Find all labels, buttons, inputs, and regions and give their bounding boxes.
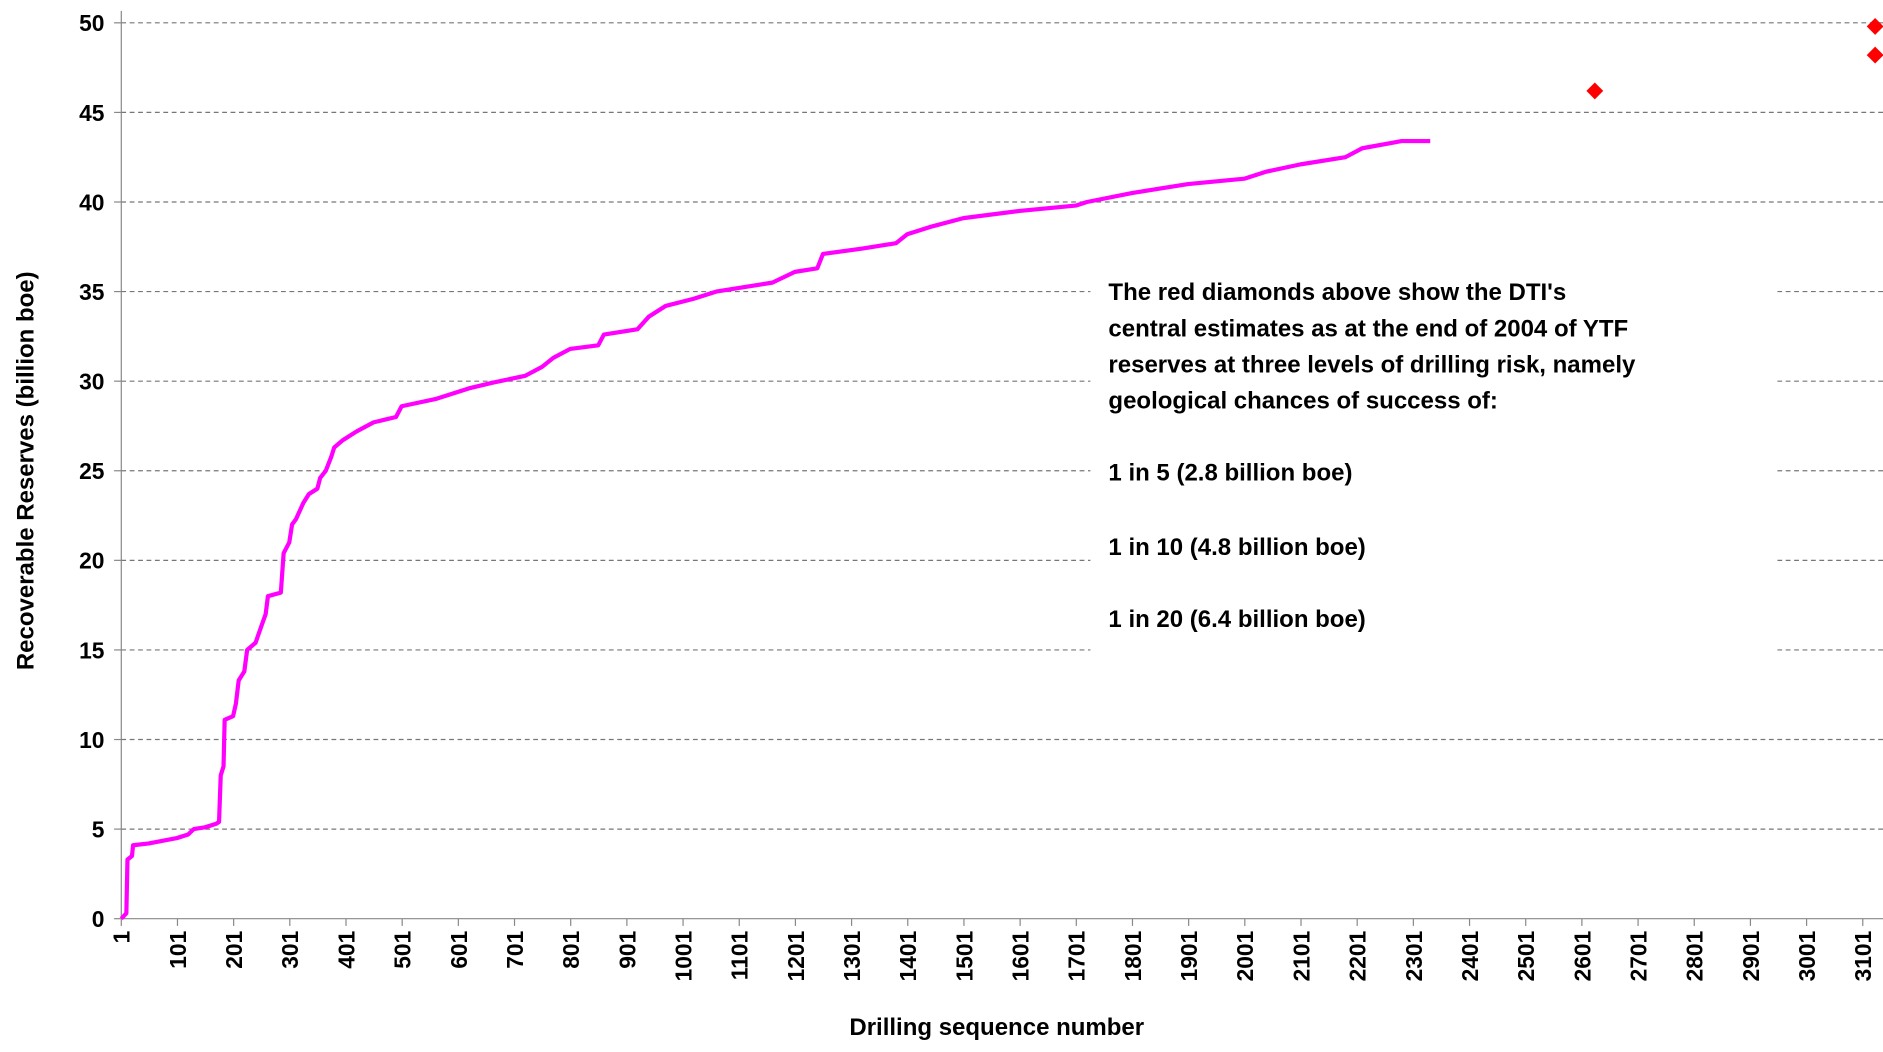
x-tick-label: 1101 [727,930,753,980]
diamond-marker [1866,46,1883,64]
annotation-line: 1 in 5 (2.8 billion boe) [1108,459,1352,486]
x-tick-label: 2001 [1232,930,1258,981]
x-tick-label: 901 [614,930,640,968]
annotation-line: The red diamonds above show the DTI's [1108,279,1566,306]
diamond-marker [1866,18,1883,35]
x-tick-label: 1 [109,930,135,943]
x-tick-label: 2801 [1682,930,1708,981]
annotation-line: 1 in 10 (4.8 billion boe) [1108,534,1365,561]
x-tick-label: 1501 [951,930,977,981]
x-tick-label: 2901 [1738,930,1764,981]
y-tick-label: 30 [79,369,104,395]
x-axis-title: Drilling sequence number [849,1014,1144,1041]
y-tick-label: 0 [92,906,105,932]
x-tick-label: 2301 [1401,930,1427,981]
x-tick-label: 2401 [1457,930,1483,981]
x-tick-label: 2201 [1345,930,1371,981]
y-tick-label: 45 [79,100,105,126]
x-tick-label: 201 [221,930,247,968]
annotation-line: 1 in 20 (6.4 billion boe) [1108,606,1365,633]
y-tick-label: 50 [79,10,104,36]
x-tick-label: 1401 [895,930,921,981]
x-tick-label: 1201 [783,930,809,981]
annotation-line: central estimates as at the end of 2004 … [1108,315,1628,342]
annotation-line: reserves at three levels of drilling ris… [1108,351,1636,378]
y-axis-title: Recoverable Reserves (billion boe) [13,271,40,670]
x-tick-label: 101 [165,930,191,968]
x-tick-label: 301 [277,930,303,968]
x-tick-label: 1301 [839,930,865,981]
x-tick-label: 2501 [1513,930,1539,981]
y-tick-label: 25 [79,458,105,484]
x-tick-label: 1701 [1064,930,1090,981]
y-tick-label: 35 [79,279,105,305]
x-tick-label: 3001 [1794,930,1820,981]
diamond-marker [1586,82,1604,100]
x-tick-label: 1901 [1176,930,1202,981]
x-tick-label: 601 [446,930,472,968]
x-tick-label: 801 [558,930,584,968]
x-tick-label: 1001 [670,930,696,981]
x-tick-label: 2101 [1288,930,1314,981]
x-tick-label: 3101 [1850,930,1876,981]
y-tick-label: 20 [79,548,104,574]
x-tick-label: 1601 [1008,930,1034,981]
x-tick-label: 2701 [1625,930,1651,981]
annotation-box [1090,266,1778,659]
x-tick-label: 501 [390,930,416,968]
annotation-line: geological chances of success of: [1108,387,1497,414]
y-tick-label: 10 [79,727,104,753]
x-tick-label: 701 [502,930,528,968]
y-tick-label: 15 [79,637,105,663]
y-tick-label: 5 [92,817,105,843]
x-tick-label: 1801 [1120,930,1146,981]
x-tick-label: 401 [333,930,359,968]
x-tick-label: 2601 [1569,930,1595,981]
data-line [119,138,1431,921]
y-tick-label: 40 [79,189,104,215]
